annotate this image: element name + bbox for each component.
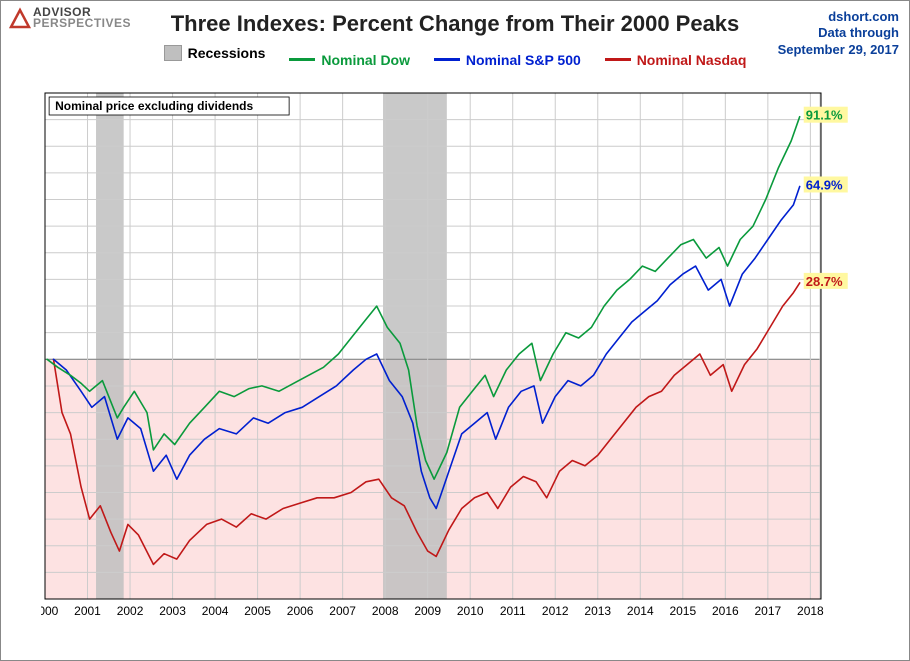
- svg-text:2003: 2003: [159, 604, 186, 618]
- svg-text:2009: 2009: [414, 604, 441, 618]
- legend-nasdaq-label: Nominal Nasdaq: [637, 52, 747, 68]
- svg-text:2012: 2012: [542, 604, 569, 618]
- svg-text:91.1%: 91.1%: [806, 108, 843, 123]
- source-line2: Data through: [778, 25, 899, 41]
- svg-text:2014: 2014: [627, 604, 654, 618]
- nasdaq-swatch-icon: [605, 58, 631, 61]
- chart-title: Three Indexes: Percent Change from Their…: [1, 11, 909, 37]
- recession-swatch-icon: [164, 45, 182, 61]
- legend-dow-label: Nominal Dow: [321, 52, 410, 68]
- legend-sp500: Nominal S&P 500: [434, 52, 581, 68]
- svg-text:2006: 2006: [287, 604, 314, 618]
- svg-text:28.7%: 28.7%: [806, 274, 843, 289]
- chart-frame: ADVISOR PERSPECTIVES Three Indexes: Perc…: [0, 0, 910, 661]
- svg-text:2007: 2007: [329, 604, 356, 618]
- svg-text:2010: 2010: [457, 604, 484, 618]
- svg-text:2001: 2001: [74, 604, 101, 618]
- legend-recessions-label: Recessions: [188, 45, 266, 61]
- svg-text:2005: 2005: [244, 604, 271, 618]
- svg-text:2017: 2017: [754, 604, 781, 618]
- legend: Recessions Nominal Dow Nominal S&P 500 N…: [1, 45, 909, 68]
- sp500-swatch-icon: [434, 58, 460, 61]
- svg-text:2016: 2016: [712, 604, 739, 618]
- svg-text:2013: 2013: [584, 604, 611, 618]
- svg-text:2018: 2018: [797, 604, 824, 618]
- svg-text:Nominal price excluding divide: Nominal price excluding dividends: [55, 99, 253, 113]
- svg-text:2011: 2011: [500, 604, 526, 618]
- source-url: dshort.com: [778, 9, 899, 25]
- svg-text:64.9%: 64.9%: [806, 177, 843, 192]
- dow-swatch-icon: [289, 58, 315, 61]
- svg-text:2002: 2002: [117, 604, 144, 618]
- legend-sp500-label: Nominal S&P 500: [466, 52, 581, 68]
- svg-text:2000: 2000: [41, 604, 59, 618]
- svg-text:2004: 2004: [202, 604, 229, 618]
- legend-recessions: Recessions: [164, 45, 266, 61]
- legend-nasdaq: Nominal Nasdaq: [605, 52, 747, 68]
- svg-text:2015: 2015: [669, 604, 696, 618]
- svg-text:2008: 2008: [372, 604, 399, 618]
- plot-area: 90%80%70%60%50%40%30%20%10%0%10%20%30%40…: [41, 83, 871, 623]
- legend-dow: Nominal Dow: [289, 52, 410, 68]
